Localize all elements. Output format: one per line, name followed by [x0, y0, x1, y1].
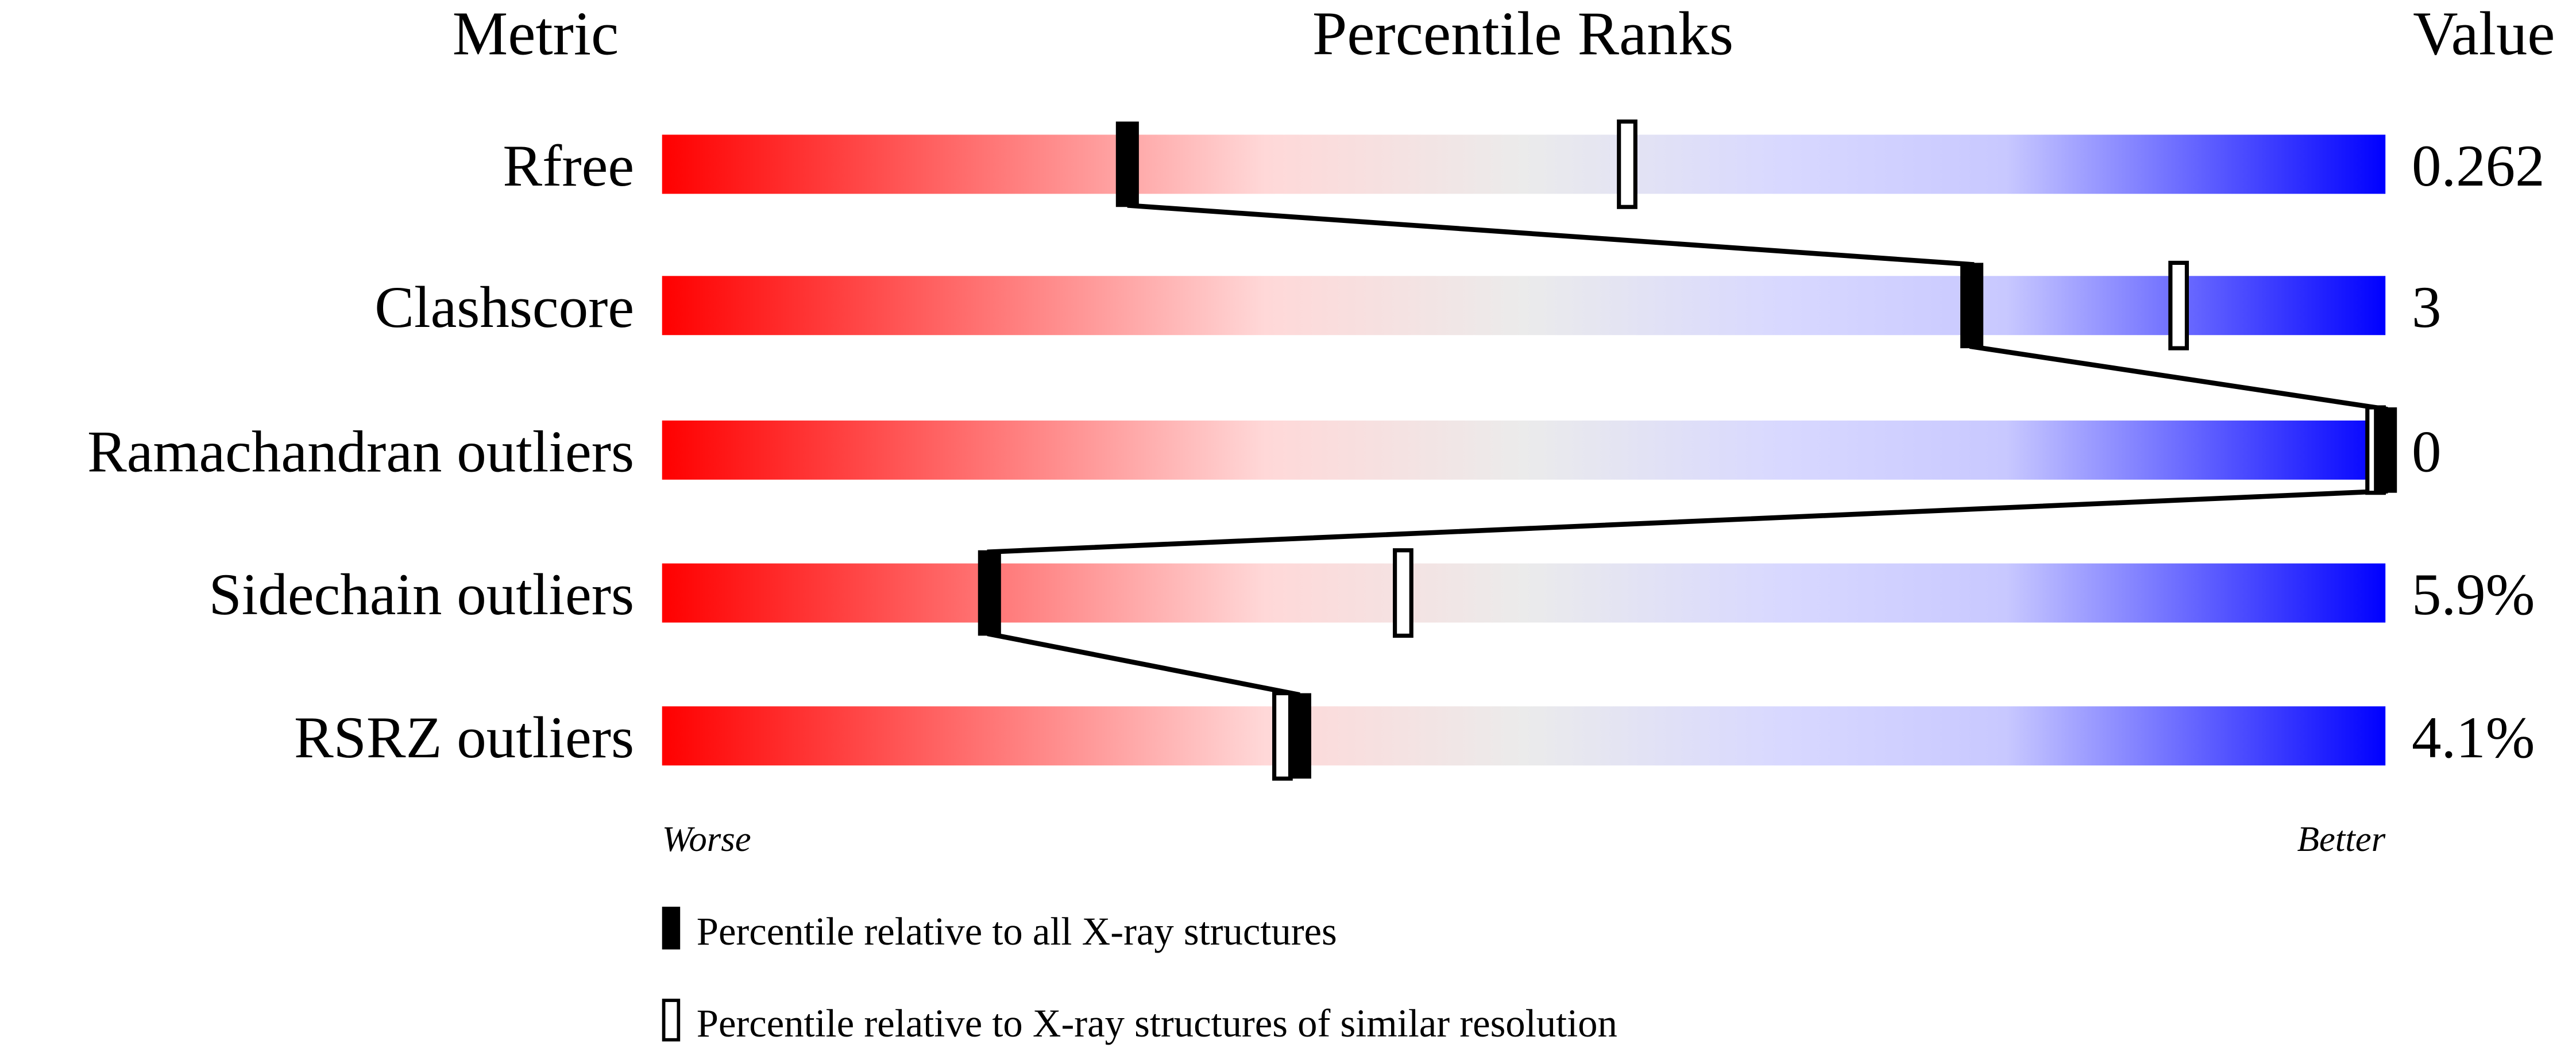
metric-value: 0.262	[2412, 133, 2545, 199]
percentile-bar	[662, 134, 2386, 194]
metric-label: Clashscore	[374, 275, 634, 340]
legend-label-similar: Percentile relative to X-ray structures …	[697, 1001, 1617, 1045]
marker-all-structures	[1960, 263, 1984, 349]
metric-value: 3	[2412, 275, 2441, 340]
legend-filled-marker	[662, 907, 681, 950]
legend-label-all: Percentile relative to all X-ray structu…	[697, 910, 1337, 953]
metric-value: 0	[2412, 419, 2441, 485]
marker-similar-resolution	[2168, 260, 2189, 350]
legend-open-marker	[662, 999, 681, 1042]
axis-label-better: Better	[2297, 819, 2385, 859]
marker-similar-resolution	[1393, 548, 1413, 638]
percentile-bar	[662, 706, 2386, 766]
header-metric: Metric	[453, 0, 619, 68]
metric-label: RSRZ outliers	[294, 705, 634, 770]
metric-value: 4.1%	[2412, 705, 2535, 770]
header-value: Value	[2413, 0, 2555, 68]
marker-all-structures	[1115, 121, 1139, 207]
marker-all-structures	[1288, 693, 1311, 779]
percentile-bar	[662, 420, 2386, 480]
metric-label: Ramachandran outliers	[87, 419, 634, 485]
marker-all-structures	[2374, 407, 2397, 493]
metric-value: 5.9%	[2412, 562, 2535, 627]
metric-label: Sidechain outliers	[208, 562, 634, 627]
metric-label: Rfree	[503, 133, 634, 199]
percentile-bar	[662, 563, 2386, 623]
percentile-bar	[662, 276, 2386, 336]
axis-label-worse: Worse	[662, 819, 751, 859]
header-percentile-ranks: Percentile Ranks	[1312, 0, 1733, 68]
marker-similar-resolution	[1617, 119, 1637, 209]
marker-all-structures	[978, 550, 1001, 636]
